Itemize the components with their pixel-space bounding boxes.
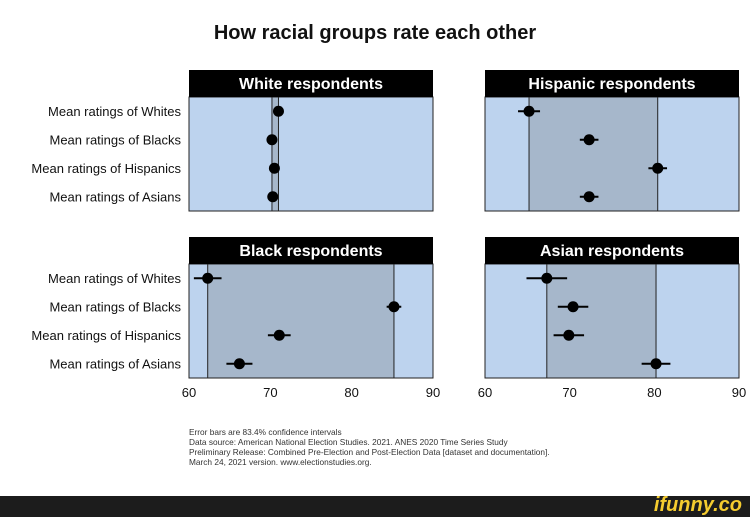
row-label: Mean ratings of Hispanics: [31, 328, 181, 343]
data-point: [268, 162, 280, 174]
panel-title: Asian respondents: [540, 243, 684, 260]
panel-title: Black respondents: [239, 243, 382, 260]
x-tick-label: 80: [647, 385, 661, 400]
row-label: Mean ratings of Blacks: [49, 299, 181, 314]
data-point: [583, 134, 595, 146]
panel-background: [189, 97, 433, 211]
panel-header: [485, 237, 739, 264]
data-point: [388, 301, 400, 313]
panel-title: White respondents: [239, 76, 383, 93]
note-line: Error bars are 83.4% confidence interval…: [189, 427, 342, 437]
data-point: [202, 272, 214, 284]
watermark-bar: ifunny.co: [0, 494, 750, 517]
panel-header: [189, 237, 433, 264]
data-point: [652, 162, 664, 174]
watermark-logo: ifunny.co: [653, 494, 742, 516]
data-point: [272, 105, 284, 117]
data-point: [567, 301, 579, 313]
data-point: [563, 329, 575, 341]
chart: White respondents Mean ratings of Whites M…: [31, 70, 746, 400]
row-label: Mean ratings of Whites: [48, 104, 181, 119]
panel-header: [485, 70, 739, 97]
x-tick-label: 90: [732, 385, 746, 400]
data-point: [650, 358, 662, 370]
data-point: [267, 191, 279, 203]
note-line: Preliminary Release: Combined Pre-Electi…: [189, 447, 550, 457]
range-band: [271, 97, 279, 211]
data-point: [583, 191, 595, 203]
chart-notes: Error bars are 83.4% confidence interval…: [189, 427, 550, 467]
x-tick-label: 80: [344, 385, 358, 400]
x-tick-label: 70: [562, 385, 576, 400]
note-line: March 24, 2021 version. www.electionstud…: [189, 457, 372, 467]
row-label: Mean ratings of Asians: [49, 189, 181, 204]
chart-title: How racial groups rate each other: [213, 22, 537, 44]
x-tick-label: 60: [182, 385, 196, 400]
x-tick-label: 70: [263, 385, 277, 400]
range-band: [529, 97, 658, 211]
range-band: [546, 264, 657, 378]
row-label: Mean ratings of Asians: [49, 356, 181, 371]
row-label: Mean ratings of Blacks: [49, 132, 181, 147]
panel-title: Hispanic respondents: [528, 76, 695, 93]
data-point: [523, 105, 535, 117]
row-label: Mean ratings of Whites: [48, 271, 181, 286]
data-point: [541, 272, 553, 284]
x-tick-label: 60: [478, 385, 492, 400]
note-line: Data source: American National Election …: [189, 437, 508, 447]
row-label: Mean ratings of Hispanics: [31, 161, 181, 176]
data-point: [233, 358, 245, 370]
data-point: [273, 329, 285, 341]
panel-header: [189, 70, 433, 97]
x-tick-label: 90: [426, 385, 440, 400]
data-point: [266, 134, 278, 146]
